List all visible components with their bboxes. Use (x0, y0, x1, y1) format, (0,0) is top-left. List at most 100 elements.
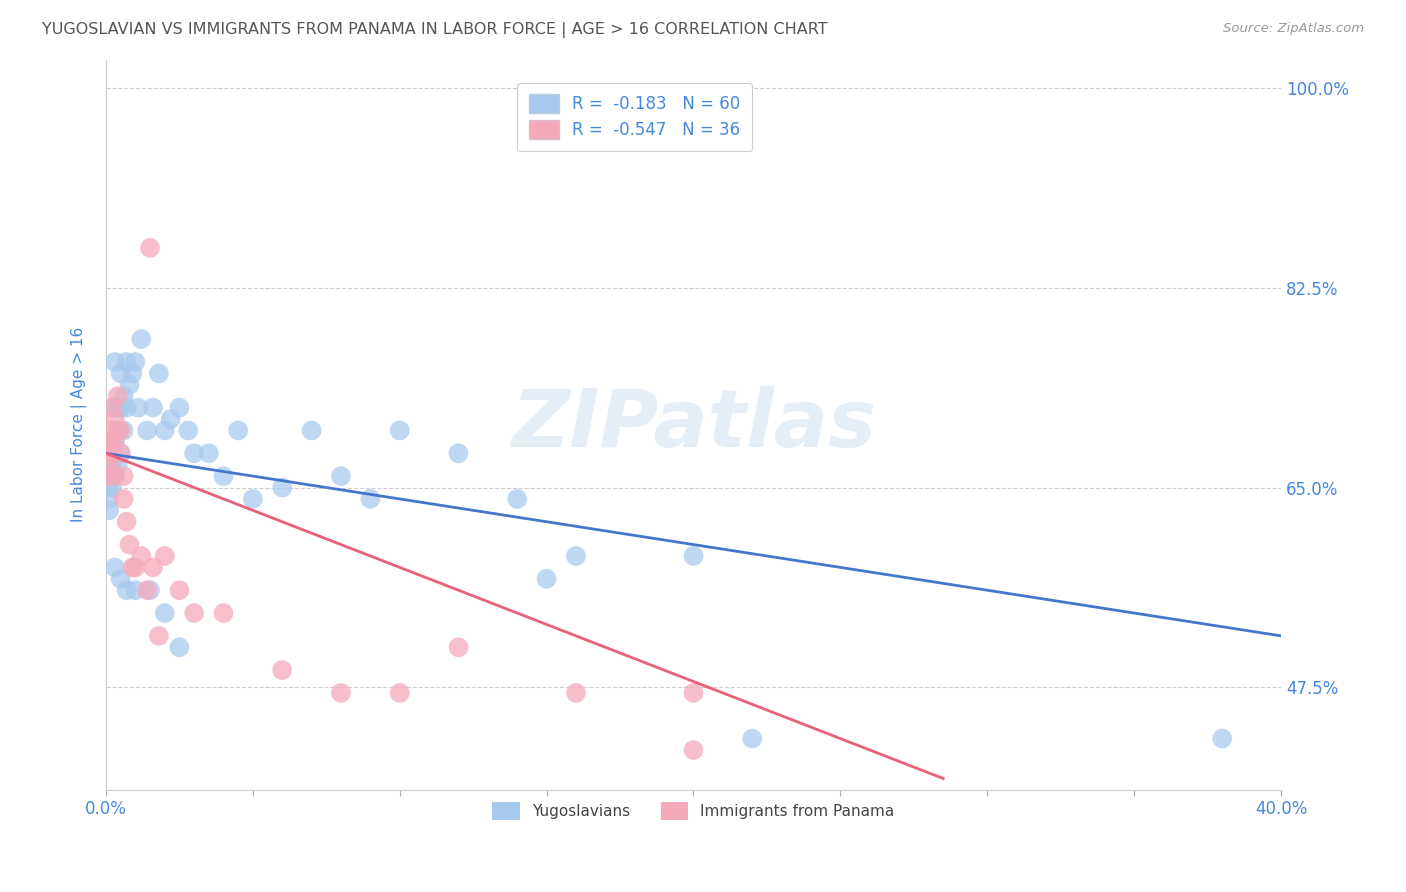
Y-axis label: In Labor Force | Age > 16: In Labor Force | Age > 16 (72, 327, 87, 523)
Point (115, 515, 138, 529)
Point (110, 446, 132, 460)
Point (271, 481, 294, 495)
Point (112, 491, 135, 506)
Point (115, 583, 138, 598)
Point (129, 549, 152, 563)
Point (301, 424, 323, 438)
Point (110, 424, 132, 438)
Point (121, 560, 143, 574)
Point (110, 367, 132, 381)
Point (112, 389, 135, 403)
Point (101, 446, 124, 460)
Point (104, 434, 127, 449)
Point (118, 538, 141, 552)
Point (127, 401, 149, 415)
Point (536, 572, 558, 586)
Text: Source: ZipAtlas.com: Source: ZipAtlas.com (1223, 22, 1364, 36)
Point (124, 583, 146, 598)
Point (388, 424, 411, 438)
Point (112, 469, 135, 483)
Text: ZIPatlas: ZIPatlas (510, 385, 876, 464)
Point (97, 481, 120, 495)
Point (101, 458, 124, 472)
Point (97, 446, 120, 460)
Point (129, 332, 152, 346)
Point (359, 491, 381, 506)
Point (107, 401, 129, 415)
Point (212, 469, 235, 483)
Point (104, 434, 127, 449)
Point (101, 424, 124, 438)
Point (104, 412, 127, 426)
Point (142, 560, 165, 574)
Point (388, 686, 411, 700)
Point (97, 469, 120, 483)
Point (1211, 731, 1233, 746)
Point (101, 469, 124, 483)
Point (565, 549, 588, 563)
Point (97, 503, 120, 517)
Point (104, 469, 127, 483)
Point (136, 583, 159, 598)
Point (107, 389, 129, 403)
Legend: Yugoslavians, Immigrants from Panama: Yugoslavians, Immigrants from Panama (486, 797, 901, 826)
Point (447, 446, 470, 460)
Point (124, 355, 146, 369)
Point (101, 481, 124, 495)
Text: YUGOSLAVIAN VS IMMIGRANTS FROM PANAMA IN LABOR FORCE | AGE > 16 CORRELATION CHAR: YUGOSLAVIAN VS IMMIGRANTS FROM PANAMA IN… (42, 22, 828, 38)
Point (107, 424, 129, 438)
Point (330, 469, 353, 483)
Point (104, 355, 127, 369)
Point (682, 686, 704, 700)
Point (121, 367, 143, 381)
Point (118, 377, 141, 392)
Point (107, 424, 129, 438)
Point (271, 663, 294, 677)
Point (104, 469, 127, 483)
Point (198, 446, 221, 460)
Point (104, 401, 127, 415)
Point (136, 424, 159, 438)
Point (115, 355, 138, 369)
Point (183, 606, 205, 620)
Point (169, 401, 191, 415)
Point (565, 686, 588, 700)
Point (148, 367, 170, 381)
Point (107, 458, 129, 472)
Point (97, 458, 120, 472)
Point (139, 241, 162, 255)
Point (153, 606, 176, 620)
Point (447, 640, 470, 655)
Point (153, 549, 176, 563)
Point (97, 469, 120, 483)
Point (682, 549, 704, 563)
Point (104, 560, 127, 574)
Point (101, 401, 124, 415)
Point (153, 424, 176, 438)
Point (110, 572, 132, 586)
Point (741, 731, 763, 746)
Point (226, 424, 249, 438)
Point (177, 424, 200, 438)
Point (115, 401, 138, 415)
Point (159, 412, 181, 426)
Point (330, 686, 353, 700)
Point (506, 491, 529, 506)
Point (212, 606, 235, 620)
Point (110, 446, 132, 460)
Point (183, 446, 205, 460)
Point (101, 434, 124, 449)
Point (139, 583, 162, 598)
Point (97, 434, 120, 449)
Point (112, 424, 135, 438)
Point (142, 401, 165, 415)
Point (97, 458, 120, 472)
Point (242, 491, 264, 506)
Point (169, 583, 191, 598)
Point (169, 640, 191, 655)
Point (124, 560, 146, 574)
Point (148, 629, 170, 643)
Point (682, 743, 704, 757)
Point (110, 401, 132, 415)
Point (97, 491, 120, 506)
